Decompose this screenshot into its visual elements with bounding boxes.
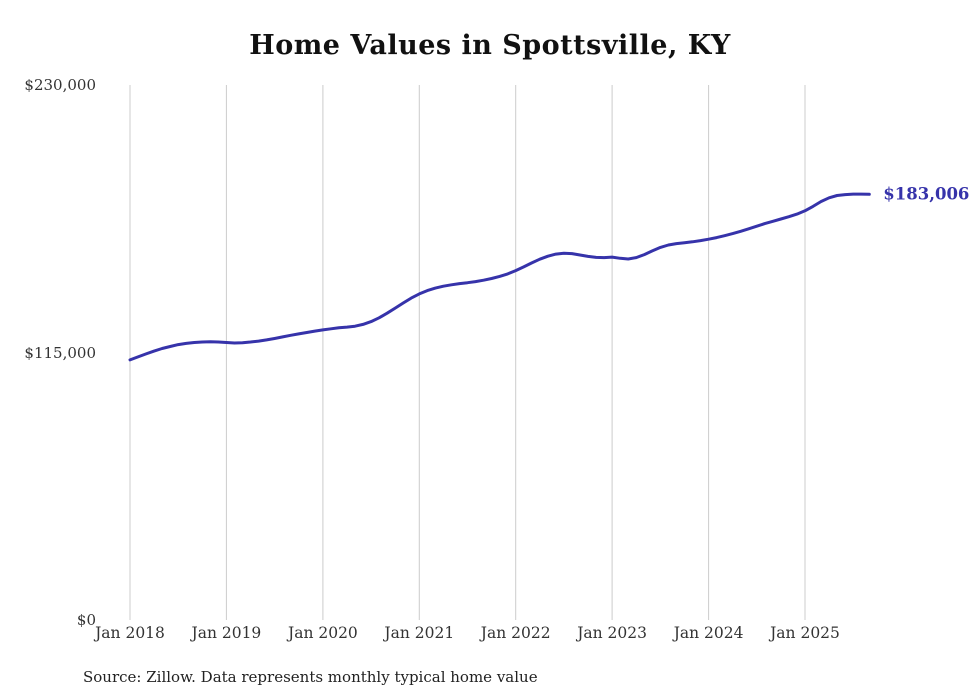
- y-axis-tick-label: $230,000: [24, 76, 96, 94]
- latest-value-label: $183,006: [883, 184, 970, 204]
- x-axis-tick-label: Jan 2019: [191, 624, 262, 642]
- x-axis-tick-label: Jan 2023: [577, 624, 647, 642]
- x-axis-tick-label: Jan 2024: [673, 624, 744, 642]
- chart-title: Home Values in Spottsville, KY: [249, 30, 731, 61]
- x-axis-tick-label: Jan 2018: [95, 624, 165, 642]
- x-axis-tick-label: Jan 2021: [384, 624, 455, 642]
- y-axis-tick-label: $115,000: [24, 343, 96, 362]
- x-axis-tick-label: Jan 2022: [480, 624, 551, 642]
- home-value-trend-line: [128, 192, 871, 362]
- source-note: Source: Zillow. Data represents monthly …: [83, 668, 538, 686]
- x-axis-tick-label: Jan 2020: [287, 624, 358, 642]
- x-axis-tick-label: Jan 2025: [770, 624, 840, 642]
- y-axis-tick-label: $0: [76, 611, 96, 629]
